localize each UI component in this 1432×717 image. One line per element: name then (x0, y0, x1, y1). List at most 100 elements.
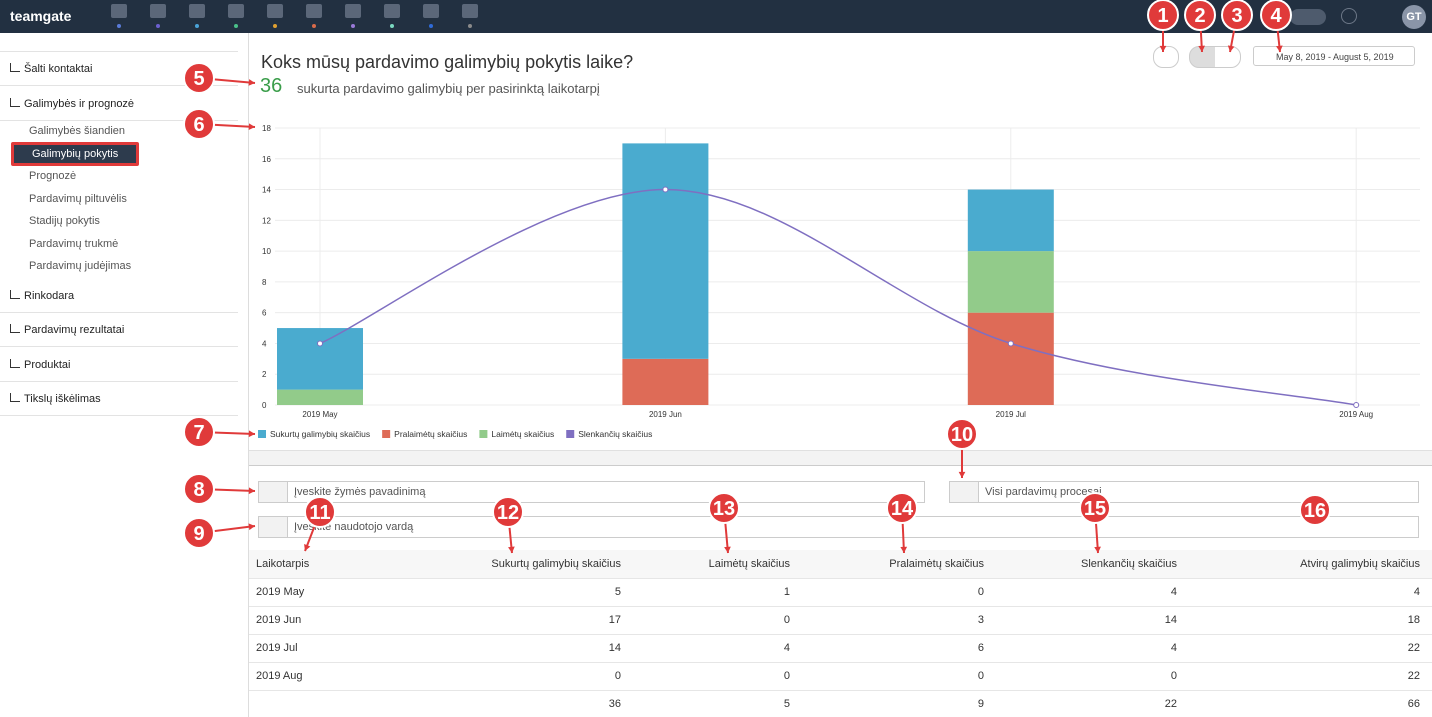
table-cell: 5 (614, 586, 621, 598)
bar-segment (622, 143, 709, 359)
nav-dot (234, 24, 238, 28)
process-select[interactable]: Visi pardavimų procesai (978, 481, 1419, 503)
sidebar-sub-item[interactable]: Pardavimų trukmė (29, 238, 119, 250)
annotation-badge (1299, 494, 1331, 526)
table-cell: 2019 May (256, 586, 305, 598)
annotation-badge (886, 492, 918, 524)
legend-label: Slenkančių skaičius (578, 429, 652, 439)
nav-icon[interactable] (189, 4, 205, 18)
nav-icon[interactable] (267, 4, 283, 18)
sidebar-item[interactable]: Galimybės ir prognozė (10, 98, 134, 110)
avatar[interactable]: GT (1402, 5, 1426, 29)
nav-icon[interactable] (111, 4, 127, 18)
sidebar: Šalti kontaktai Galimybės ir prognozė Rink… (0, 33, 249, 717)
annotation-number: 5 (193, 68, 204, 90)
nav-dot (156, 24, 160, 28)
annotation-number: 14 (891, 498, 914, 520)
nav-dot (312, 24, 316, 28)
annotation-number: 10 (951, 424, 973, 446)
nav-icon[interactable] (423, 4, 439, 18)
table-cell: 4 (1413, 586, 1420, 598)
annotation-arrowhead (248, 430, 255, 438)
nav-dot (468, 24, 472, 28)
annotation-badge (492, 496, 524, 528)
table-cell: 18 (1407, 614, 1420, 626)
annotation-badge (1221, 0, 1253, 31)
nav-icon[interactable] (462, 4, 478, 18)
annotation-arrowhead (1159, 45, 1167, 52)
table-header[interactable]: Pralaimėtų skaičius (889, 558, 984, 570)
table-header[interactable]: Laikotarpis (256, 558, 310, 570)
row-line (249, 662, 1432, 663)
annotation-arrowhead (724, 546, 731, 553)
sidebar-sub-item[interactable]: Galimybės šiandien (29, 125, 125, 137)
annotation-number: 4 (1270, 5, 1282, 27)
table-cell: 17 (608, 614, 621, 626)
row-line (249, 606, 1432, 607)
sidebar-sub-item[interactable]: Galimybių pokytis (11, 142, 140, 166)
table-total: 5 (783, 698, 790, 710)
table-header[interactable]: Slenkančių skaičius (1081, 558, 1177, 570)
line-point (1353, 402, 1360, 408)
table-header[interactable]: Laimėtų skaičius (708, 558, 790, 570)
table-total: 36 (608, 698, 621, 710)
annotation-number: 8 (193, 479, 204, 501)
table-cell: 4 (1170, 642, 1177, 654)
table-cell: 0 (977, 586, 984, 598)
x-tick-label: 2019 May (302, 410, 337, 419)
sidebar-separator (0, 381, 238, 382)
annotation-arrowhead (958, 471, 966, 478)
annotation-badge (183, 517, 215, 549)
sidebar-sub-item[interactable]: Pardavimų judėjimas (29, 260, 132, 272)
annotation-badge (183, 108, 215, 140)
sidebar-item[interactable]: Produktai (10, 359, 70, 371)
annotation-number: 2 (1194, 5, 1205, 27)
nav-icon[interactable] (228, 4, 244, 18)
sidebar-item[interactable]: Rinkodara (10, 290, 74, 302)
sidebar-item[interactable]: Šalti kontaktai (10, 63, 92, 75)
report-title: Koks mūsų pardavimo galimybių pokytis la… (261, 52, 634, 72)
tag-input[interactable]: Įveskite žymės pavadinimą (287, 481, 925, 503)
y-tick-label: 12 (262, 216, 271, 225)
nav-dot (390, 24, 394, 28)
sidebar-sub-item[interactable]: Pardavimų piltuvėlis (29, 193, 127, 205)
sidebar-separator (0, 85, 238, 86)
y-tick-label: 14 (262, 186, 271, 195)
table-cell: 0 (783, 614, 790, 626)
y-tick-label: 10 (262, 247, 271, 256)
table-header[interactable]: Atvirų galimybių skaičius (1300, 558, 1420, 570)
annotation-number: 7 (193, 422, 204, 444)
legend-swatch (258, 430, 266, 438)
nav-icon[interactable] (384, 4, 400, 18)
bar-segment (967, 251, 1054, 313)
date-range[interactable]: May 8, 2019 - August 5, 2019 (1253, 46, 1415, 66)
annotation-badge (183, 62, 215, 94)
sidebar-item[interactable]: Tikslų iškėlimas (10, 393, 101, 405)
bar-segment (967, 189, 1054, 252)
legend-label: Sukurtų galimybių skaičius (270, 429, 370, 439)
table-cell: 2019 Aug (256, 670, 303, 682)
brand[interactable]: teamgate (10, 8, 72, 24)
table-header-bg (249, 550, 1432, 578)
nav-icon[interactable] (150, 4, 166, 18)
nav-dot (117, 24, 121, 28)
annotation-arrowhead (248, 487, 255, 495)
table-total: 22 (1164, 698, 1177, 710)
y-tick-label: 6 (262, 309, 267, 318)
sidebar-sub-item[interactable]: Prognozė (29, 170, 77, 182)
table-cell: 22 (1407, 670, 1420, 682)
table-header[interactable]: Sukurtų galimybių skaičius (491, 558, 621, 570)
nav-icon[interactable] (306, 4, 322, 18)
sidebar-sub-item[interactable]: Stadijų pokytis (29, 215, 100, 227)
nav-dot (351, 24, 355, 28)
legend-swatch (479, 430, 488, 438)
line-point (1007, 340, 1014, 347)
bar-segment (967, 312, 1054, 405)
sidebar-item[interactable]: Pardavimų rezultatai (10, 324, 124, 336)
annotation-badge (1079, 492, 1111, 524)
annotation-badge (1147, 0, 1179, 31)
annotation-badge (183, 416, 215, 448)
annotation-number: 15 (1084, 498, 1106, 520)
line-point (662, 186, 669, 193)
nav-icon[interactable] (345, 4, 361, 18)
